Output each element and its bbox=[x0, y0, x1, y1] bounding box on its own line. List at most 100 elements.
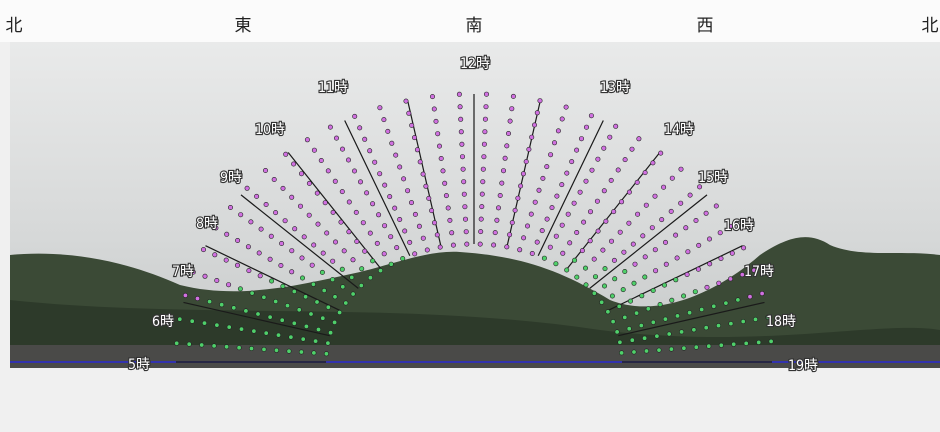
sun-dot bbox=[560, 182, 564, 186]
sun-dot bbox=[346, 158, 350, 162]
sun-dot bbox=[273, 210, 277, 214]
sun-dot bbox=[305, 138, 309, 142]
sun-dot bbox=[560, 117, 564, 121]
sun-dot bbox=[256, 312, 260, 316]
sun-dot bbox=[290, 195, 294, 199]
sun-dot bbox=[280, 318, 284, 322]
sun-dot bbox=[508, 119, 512, 123]
sun-dot bbox=[601, 248, 605, 252]
sun-dot bbox=[724, 301, 728, 305]
hour-label: 8時 bbox=[196, 216, 218, 232]
sun-dot bbox=[704, 326, 708, 330]
sun-dot bbox=[606, 310, 610, 314]
sun-dot bbox=[753, 317, 757, 321]
sun-dot bbox=[505, 245, 509, 249]
sun-dot bbox=[373, 160, 377, 164]
sun-dot bbox=[370, 202, 374, 206]
hour-label: 14時 bbox=[664, 122, 694, 138]
sun-dot bbox=[432, 221, 436, 225]
sun-dot bbox=[368, 276, 372, 280]
sun-dot bbox=[264, 202, 268, 206]
sun-dot bbox=[583, 266, 587, 270]
sun-dot bbox=[283, 219, 287, 223]
sun-dot bbox=[635, 180, 639, 184]
sun-dot bbox=[434, 119, 438, 123]
sun-dot bbox=[578, 190, 582, 194]
sun-dot bbox=[730, 251, 734, 255]
sun-dot bbox=[307, 213, 311, 217]
sun-dot bbox=[363, 137, 367, 141]
sun-dot bbox=[324, 352, 328, 356]
sun-dot bbox=[617, 304, 621, 308]
sun-dot bbox=[320, 270, 324, 274]
sun-dot bbox=[405, 189, 409, 193]
sun-dot bbox=[412, 135, 416, 139]
sun-dot bbox=[484, 105, 488, 109]
sun-dot bbox=[675, 314, 679, 318]
sun-dot bbox=[565, 171, 569, 175]
sun-dot bbox=[332, 320, 336, 324]
sun-dot bbox=[575, 230, 579, 234]
sun-dot bbox=[313, 339, 317, 343]
sun-dot bbox=[506, 131, 510, 135]
sun-dot bbox=[686, 250, 690, 254]
sun-dot bbox=[394, 153, 398, 157]
sun-dot bbox=[326, 305, 330, 309]
sun-dot bbox=[651, 161, 655, 165]
sun-dot bbox=[718, 231, 722, 235]
sun-dot bbox=[659, 151, 663, 155]
sun-dot bbox=[321, 251, 325, 255]
sun-dot bbox=[316, 327, 320, 331]
sun-dot bbox=[458, 105, 462, 109]
sun-dot bbox=[500, 181, 504, 185]
sun-dot bbox=[688, 193, 692, 197]
sun-dot bbox=[417, 224, 421, 228]
sun-dot bbox=[462, 192, 466, 196]
sun-dot bbox=[328, 125, 332, 129]
sun-dot bbox=[238, 287, 242, 291]
sun-dot bbox=[614, 124, 618, 128]
sun-dot bbox=[351, 292, 355, 296]
sun-dot bbox=[642, 336, 646, 340]
sun-dot bbox=[572, 201, 576, 205]
sun-dot bbox=[627, 190, 631, 194]
sun-dot bbox=[660, 217, 664, 221]
sun-dot bbox=[602, 189, 606, 193]
sun-dot bbox=[592, 291, 596, 295]
sun-dot bbox=[518, 184, 522, 188]
sun-dot bbox=[670, 298, 674, 302]
sun-dot bbox=[527, 147, 531, 151]
sun-dot bbox=[630, 338, 634, 342]
sun-dot bbox=[705, 285, 709, 289]
hour-label: 18時 bbox=[766, 314, 796, 330]
sun-dot bbox=[393, 206, 397, 210]
sun-dot bbox=[368, 231, 372, 235]
sun-dot bbox=[215, 278, 219, 282]
sun-dot bbox=[268, 315, 272, 319]
sun-dot bbox=[694, 345, 698, 349]
sun-dot bbox=[511, 94, 515, 98]
sun-dot bbox=[657, 348, 661, 352]
sun-dot bbox=[408, 240, 412, 244]
sun-dot bbox=[340, 267, 344, 271]
sun-dot bbox=[333, 240, 337, 244]
sun-dot bbox=[566, 212, 570, 216]
sun-dot bbox=[641, 234, 645, 238]
sun-dot bbox=[584, 283, 588, 287]
sun-dot bbox=[330, 277, 334, 281]
sun-dot bbox=[572, 258, 576, 262]
hour-label: 5時 bbox=[128, 357, 150, 373]
sun-dot bbox=[674, 278, 678, 282]
sun-dot bbox=[302, 235, 306, 239]
sun-dot bbox=[351, 258, 355, 262]
sun-dot bbox=[398, 165, 402, 169]
sun-dot bbox=[496, 206, 500, 210]
sun-dot bbox=[247, 268, 251, 272]
sun-dot bbox=[212, 344, 216, 348]
sun-dot bbox=[291, 162, 295, 166]
sun-dot bbox=[337, 310, 341, 314]
sun-dot bbox=[627, 221, 631, 225]
sun-dot bbox=[525, 224, 529, 228]
sun-dot bbox=[432, 107, 436, 111]
sun-dot bbox=[424, 184, 428, 188]
